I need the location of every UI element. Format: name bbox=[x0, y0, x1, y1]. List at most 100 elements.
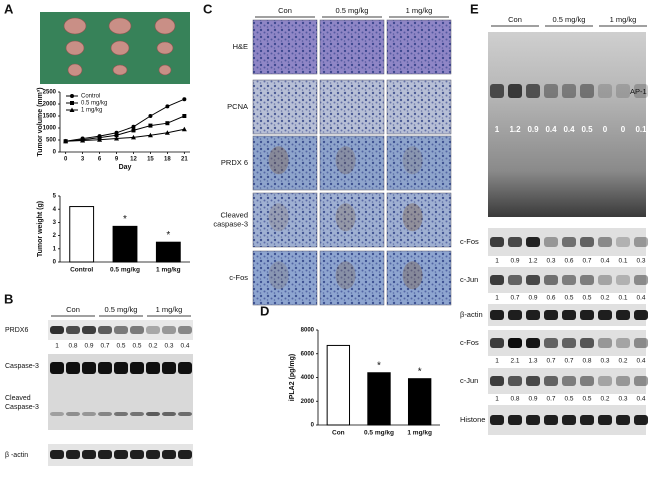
stain bbox=[268, 261, 289, 290]
x-tick-label: 15 bbox=[147, 157, 154, 163]
band bbox=[50, 362, 64, 374]
band bbox=[178, 450, 192, 459]
row-label: c-Jun bbox=[460, 275, 478, 284]
quantity: 0.5 bbox=[132, 343, 141, 350]
band bbox=[162, 326, 176, 334]
ihc-texture bbox=[320, 251, 384, 305]
band bbox=[162, 412, 176, 416]
ihc-texture bbox=[253, 193, 317, 247]
row-label: Cleaved bbox=[5, 395, 31, 402]
quantity: 0.5 bbox=[581, 125, 593, 134]
band bbox=[162, 362, 176, 374]
ihc-texture bbox=[253, 20, 317, 74]
band bbox=[562, 376, 576, 386]
stain bbox=[335, 261, 356, 290]
band bbox=[598, 275, 612, 285]
band bbox=[580, 275, 594, 285]
ihc-texture bbox=[320, 193, 384, 247]
quantity: 0 bbox=[621, 125, 626, 134]
row-label: H&E bbox=[233, 42, 248, 51]
quantity: 0.7 bbox=[100, 343, 109, 350]
band bbox=[490, 237, 504, 247]
band bbox=[82, 362, 96, 374]
quantity: 0.1 bbox=[618, 295, 627, 302]
band bbox=[616, 376, 630, 386]
group-label: Con bbox=[66, 305, 80, 314]
quantity: 0.3 bbox=[636, 258, 645, 265]
ihc-texture bbox=[253, 251, 317, 305]
band bbox=[66, 326, 80, 334]
band bbox=[580, 310, 594, 320]
y-tick-label: 4 bbox=[53, 207, 57, 213]
quantity: 0.8 bbox=[68, 343, 77, 350]
quantity: 1 bbox=[495, 295, 499, 302]
quantity: 0.8 bbox=[582, 358, 591, 365]
legend-marker bbox=[69, 107, 75, 112]
y-tick-label: 8000 bbox=[301, 328, 315, 334]
band bbox=[544, 376, 558, 386]
y-tick-label: 1000 bbox=[43, 126, 57, 132]
band bbox=[508, 84, 522, 98]
column-label: 0.5 mg/kg bbox=[336, 6, 369, 15]
ihc-texture bbox=[253, 80, 317, 134]
band bbox=[616, 310, 630, 320]
marker bbox=[131, 124, 136, 129]
band bbox=[526, 415, 540, 425]
quantity: 1 bbox=[55, 343, 59, 350]
legend-label: 1 mg/kg bbox=[81, 108, 102, 114]
band bbox=[130, 450, 144, 459]
band bbox=[580, 415, 594, 425]
row-label: caspase-3 bbox=[213, 219, 248, 228]
band bbox=[562, 415, 576, 425]
marker bbox=[147, 132, 153, 138]
band bbox=[526, 338, 540, 348]
series-line bbox=[65, 115, 185, 142]
quantity: 0.4 bbox=[636, 396, 645, 403]
quantity: 1 bbox=[495, 258, 499, 265]
quantity: 0 bbox=[603, 125, 608, 134]
row-label: β-actin bbox=[460, 310, 483, 319]
ihc-texture bbox=[320, 136, 384, 190]
band bbox=[490, 275, 504, 285]
x-tick-label: Control bbox=[70, 267, 93, 274]
band bbox=[130, 412, 144, 416]
quantity: 0.4 bbox=[600, 258, 609, 265]
band bbox=[580, 338, 594, 348]
quantity: 1 bbox=[495, 358, 499, 365]
group-label: Con bbox=[508, 15, 522, 24]
x-tick-label: 21 bbox=[181, 157, 188, 163]
band bbox=[526, 84, 540, 98]
x-tick-label: 12 bbox=[130, 157, 137, 163]
x-tick-label: Con bbox=[332, 430, 345, 437]
band bbox=[66, 450, 80, 459]
band bbox=[490, 376, 504, 386]
x-axis-label: Day bbox=[119, 164, 132, 171]
y-tick-label: 1 bbox=[53, 246, 57, 252]
band bbox=[66, 412, 80, 416]
y-tick-label: 0 bbox=[53, 260, 57, 266]
x-tick-label: 18 bbox=[164, 157, 171, 163]
row-label: Caspase-3 bbox=[5, 404, 39, 411]
band bbox=[616, 84, 630, 98]
band bbox=[616, 338, 630, 348]
quantity: 0.4 bbox=[180, 343, 189, 350]
band bbox=[562, 84, 576, 98]
band bbox=[508, 376, 522, 386]
band bbox=[146, 362, 160, 374]
row-label: Cleaved bbox=[220, 210, 248, 219]
quantity: 1.2 bbox=[509, 125, 521, 134]
quantity: 0.2 bbox=[600, 295, 609, 302]
band bbox=[634, 376, 648, 386]
band bbox=[508, 237, 522, 247]
tumor-photo bbox=[40, 12, 190, 84]
band bbox=[598, 310, 612, 320]
band bbox=[544, 338, 558, 348]
blot bbox=[48, 320, 193, 340]
column-label: 1 mg/kg bbox=[406, 6, 433, 15]
band bbox=[616, 275, 630, 285]
band bbox=[114, 362, 128, 374]
bar bbox=[155, 241, 181, 263]
band bbox=[114, 450, 128, 459]
marker bbox=[63, 138, 69, 144]
